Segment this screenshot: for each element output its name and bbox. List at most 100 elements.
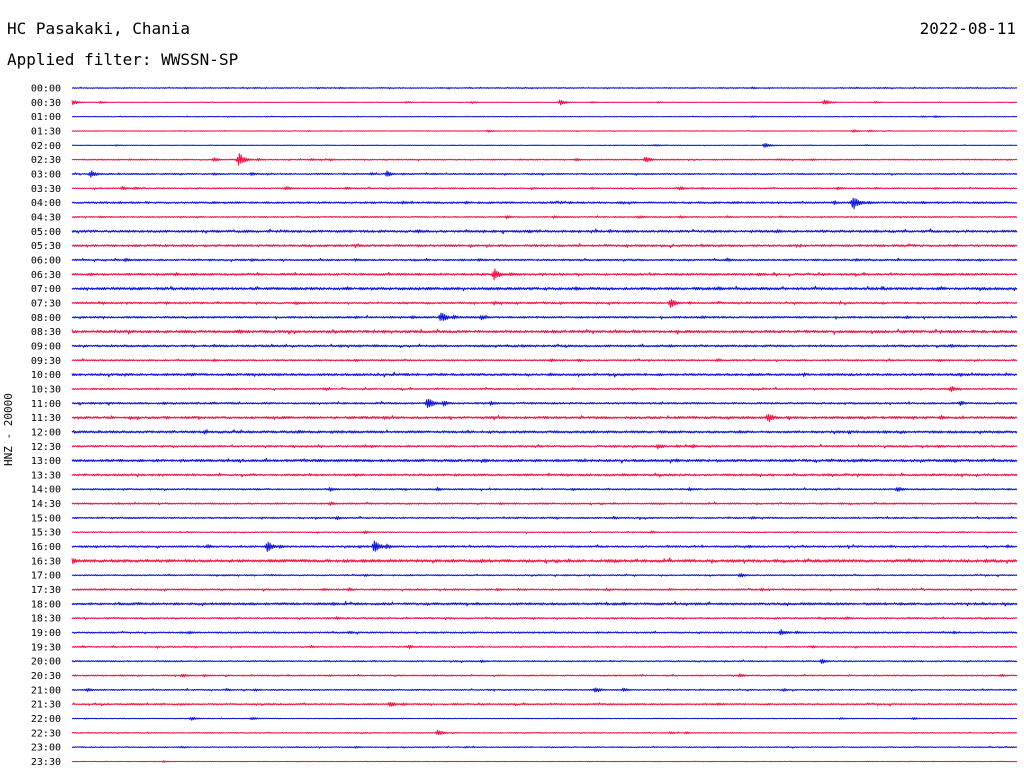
row-time-label: 23:00 (31, 743, 61, 754)
trace-row-1230 (71, 443, 1018, 450)
filter-name: WWSSN-SP (161, 50, 239, 69)
trace-row-0700 (71, 285, 1018, 292)
trace-row-0030 (71, 99, 1018, 106)
trace-row-2000 (71, 658, 1018, 664)
trace-row-1800 (71, 600, 1018, 607)
row-time-label: 14:30 (31, 499, 61, 510)
row-time-label: 07:00 (31, 284, 61, 295)
seismic-traces (71, 86, 1018, 763)
row-time-label: 21:30 (31, 700, 61, 711)
row-time-label: 05:00 (31, 227, 61, 238)
trace-row-2300 (71, 745, 1018, 749)
row-time-label: 22:00 (31, 714, 61, 725)
row-time-label: 20:00 (31, 657, 61, 668)
row-time-label: 18:00 (31, 599, 61, 610)
station-title: HC Pasakaki, Chania (7, 19, 191, 38)
trace-row-0130 (71, 129, 1018, 133)
row-time-label: 06:30 (31, 270, 61, 281)
row-time-label: 00:30 (31, 98, 61, 109)
row-time-label: 09:00 (31, 341, 61, 352)
row-time-label: 06:00 (31, 255, 61, 266)
row-time-label: 15:00 (31, 513, 61, 524)
row-time-label: 09:30 (31, 356, 61, 367)
trace-row-1900 (71, 629, 1018, 636)
row-time-label: 03:00 (31, 169, 61, 180)
trace-row-1830 (71, 616, 1018, 621)
row-time-label: 02:30 (31, 155, 61, 166)
trace-row-0400 (71, 197, 1018, 210)
trace-row-0500 (71, 228, 1018, 235)
trace-row-0100 (71, 115, 1018, 118)
row-labels: 00:00 00:30 01:00 01:30 02:00 02:30 03:00 03:30… (31, 84, 61, 769)
trace-row-0630 (71, 268, 1018, 281)
trace-row-1500 (71, 515, 1018, 521)
trace-row-0600 (71, 257, 1018, 263)
row-time-label: 11:00 (31, 399, 61, 410)
row-time-label: 10:30 (31, 384, 61, 395)
filter-label: Applied filter: (7, 50, 152, 69)
trace-row-0230 (71, 153, 1018, 166)
row-time-label: 08:30 (31, 327, 61, 338)
trace-row-0730 (71, 299, 1018, 308)
trace-row-1300 (71, 457, 1018, 464)
trace-row-0530 (71, 243, 1018, 249)
row-time-label: 05:30 (31, 241, 61, 252)
trace-row-1730 (71, 587, 1018, 592)
row-time-label: 15:30 (31, 528, 61, 539)
row-time-label: 13:00 (31, 456, 61, 467)
trace-row-2030 (71, 673, 1018, 678)
trace-row-1430 (71, 501, 1018, 506)
trace-row-1930 (71, 644, 1018, 649)
row-time-label: 01:30 (31, 126, 61, 137)
trace-row-0300 (71, 170, 1018, 178)
trace-row-1600 (71, 540, 1018, 552)
row-time-label: 04:30 (31, 212, 61, 223)
trace-row-0830 (71, 328, 1018, 335)
row-time-label: 11:30 (31, 413, 61, 424)
trace-row-1400 (71, 486, 1018, 492)
trace-row-1100 (71, 398, 1018, 409)
plot-date: 2022-08-11 (919, 19, 1016, 38)
trace-row-0900 (71, 343, 1018, 349)
row-time-label: 22:30 (31, 728, 61, 739)
trace-row-0930 (71, 358, 1018, 363)
row-time-label: 16:00 (31, 542, 61, 553)
row-time-label: 13:30 (31, 470, 61, 481)
trace-row-2200 (71, 716, 1018, 721)
row-time-label: 17:30 (31, 585, 61, 596)
trace-row-1630 (71, 557, 1018, 565)
filter-line: Applied filter: WWSSN-SP (7, 50, 238, 70)
row-time-label: 07:30 (31, 298, 61, 309)
trace-row-2100 (71, 687, 1018, 693)
row-time-label: 12:00 (31, 427, 61, 438)
row-time-label: 21:00 (31, 685, 61, 696)
trace-row-2230 (71, 729, 1018, 736)
trace-row-1700 (71, 573, 1018, 578)
row-time-label: 19:30 (31, 642, 61, 653)
row-time-label: 16:30 (31, 556, 61, 567)
trace-row-1130 (71, 413, 1018, 423)
trace-row-2130 (71, 701, 1018, 707)
trace-row-1330 (71, 472, 1018, 478)
row-time-label: 23:30 (31, 757, 61, 768)
row-time-label: 10:00 (31, 370, 61, 381)
row-time-label: 20:30 (31, 671, 61, 682)
row-time-label: 01:00 (31, 112, 61, 123)
row-time-label: 03:30 (31, 184, 61, 195)
row-time-label: 12:30 (31, 442, 61, 453)
row-time-label: 17:00 (31, 571, 61, 582)
trace-row-0330 (71, 185, 1018, 191)
trace-row-1530 (71, 530, 1018, 534)
trace-row-0200 (71, 142, 1018, 148)
row-time-label: 04:00 (31, 198, 61, 209)
trace-row-2330 (71, 760, 1018, 763)
trace-row-1030 (71, 385, 1018, 393)
row-time-label: 08:00 (31, 313, 61, 324)
trace-row-1000 (71, 371, 1018, 378)
trace-row-0430 (71, 215, 1018, 220)
row-time-label: 19:00 (31, 628, 61, 639)
trace-row-1200 (71, 429, 1018, 435)
row-time-label: 02:00 (31, 141, 61, 152)
row-time-label: 14:00 (31, 485, 61, 496)
